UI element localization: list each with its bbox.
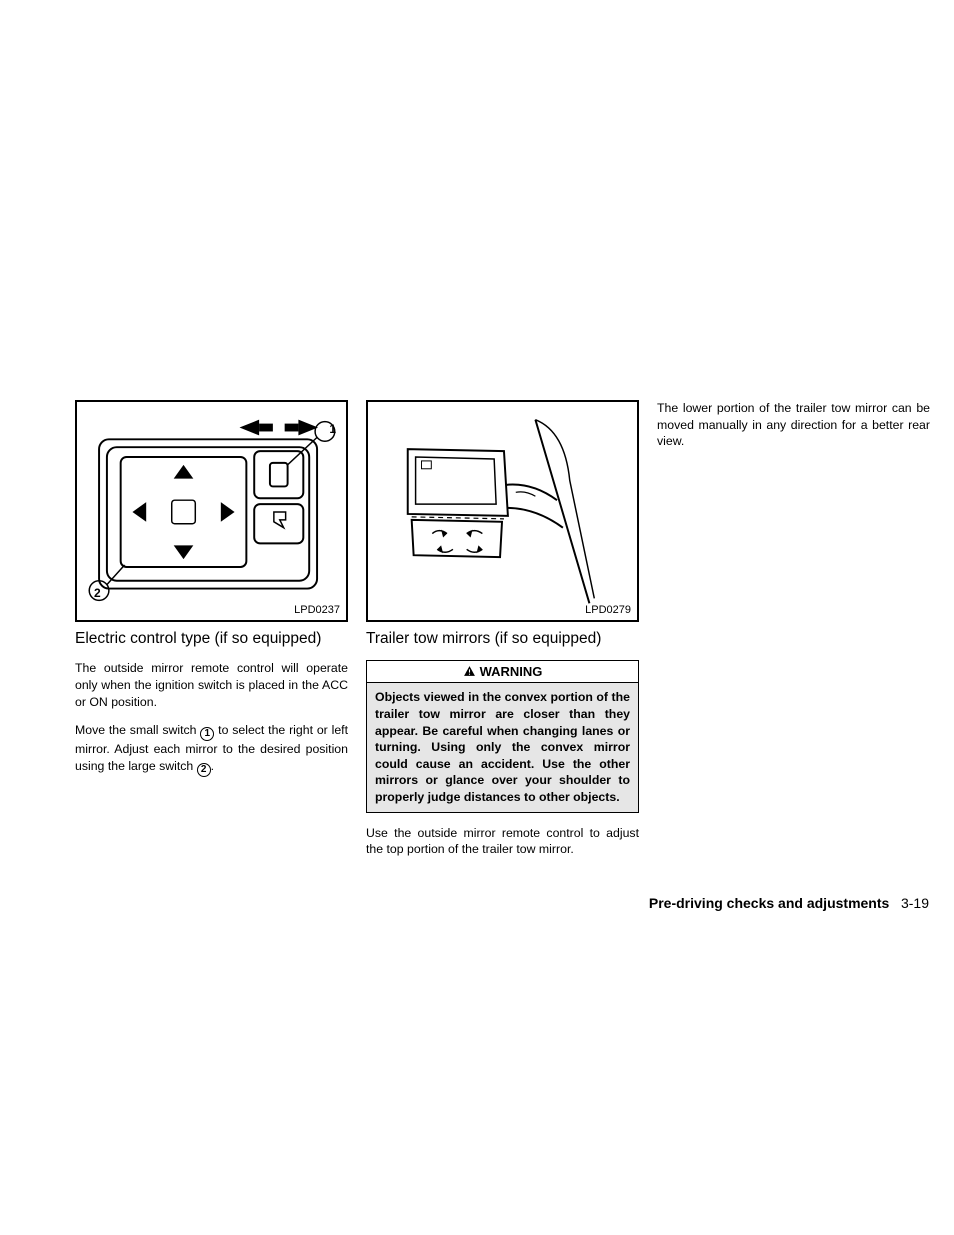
p2-part-c: . — [211, 759, 214, 773]
paragraph-2-col1: Move the small switch 1 to select the ri… — [75, 722, 348, 777]
warning-label: WARNING — [480, 664, 543, 679]
figure-trailer-tow: LPD0279 — [366, 400, 639, 622]
circled-1-inline: 1 — [200, 727, 214, 741]
paragraph-1-col1: The outside mirror remote control will o… — [75, 660, 348, 710]
column-1: 1 2 LPD0237 Electric control type (if so… — [75, 400, 348, 858]
footer-page: 3-19 — [901, 895, 929, 911]
callout-2: 2 — [94, 586, 101, 600]
warning-icon — [463, 665, 476, 678]
column-2: LPD0279 Trailer tow mirrors (if so equip… — [366, 400, 639, 858]
paragraph-1-col3: The lower portion of the trailer tow mir… — [657, 400, 930, 450]
page-footer: Pre-driving checks and adjustments 3-19 — [649, 895, 929, 911]
circled-2-inline: 2 — [197, 763, 211, 777]
column-3: The lower portion of the trailer tow mir… — [657, 400, 930, 858]
warning-body: Objects viewed in the convex portion of … — [366, 683, 639, 812]
warning-title-bar: WARNING — [366, 660, 639, 683]
heading-electric-control: Electric control type (if so equipped) — [75, 629, 348, 648]
footer-section: Pre-driving checks and adjustments — [649, 895, 889, 911]
p2-part-a: Move the small switch — [75, 723, 200, 737]
callout-1: 1 — [329, 422, 336, 436]
figure-code-2: LPD0279 — [585, 604, 631, 616]
figure-electric-control: 1 2 LPD0237 — [75, 400, 348, 622]
trailer-tow-diagram — [368, 402, 637, 620]
page-content: 1 2 LPD0237 Electric control type (if so… — [75, 400, 930, 858]
heading-trailer-tow: Trailer tow mirrors (if so equipped) — [366, 629, 639, 648]
electric-control-diagram — [77, 402, 346, 620]
figure-code-1: LPD0237 — [294, 604, 340, 616]
paragraph-1-col2: Use the outside mirror remote control to… — [366, 825, 639, 858]
